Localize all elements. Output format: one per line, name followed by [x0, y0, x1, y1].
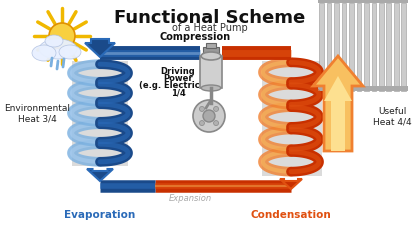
FancyArrow shape [87, 169, 113, 181]
Text: Driving: Driving [161, 67, 196, 76]
Bar [327, 4, 332, 92]
Bar [200, 57, 222, 89]
Text: Functional Scheme: Functional Scheme [114, 9, 306, 27]
Text: (e.g. Electricity): (e.g. Electricity) [139, 81, 217, 90]
Bar [364, 4, 369, 92]
Circle shape [213, 107, 218, 112]
Bar [357, 4, 362, 92]
Bar [319, 4, 324, 92]
Ellipse shape [39, 40, 77, 60]
Text: Environmental
Heat 3/4: Environmental Heat 3/4 [4, 104, 70, 123]
Text: Evaporation: Evaporation [64, 209, 136, 219]
Bar [334, 4, 339, 92]
FancyArrow shape [280, 179, 302, 189]
Ellipse shape [32, 46, 56, 62]
Text: of a Heat Pump: of a Heat Pump [172, 23, 248, 33]
Circle shape [49, 24, 75, 50]
Circle shape [199, 107, 204, 112]
Bar [379, 4, 384, 92]
Bar [72, 62, 128, 166]
Ellipse shape [201, 86, 221, 92]
Text: Compression: Compression [159, 32, 230, 42]
Circle shape [199, 121, 204, 126]
Text: Power: Power [163, 74, 193, 83]
Circle shape [193, 100, 225, 132]
FancyArrow shape [85, 40, 115, 58]
Bar [342, 4, 347, 92]
Circle shape [203, 110, 215, 122]
Bar [262, 62, 322, 176]
Bar [203, 48, 219, 54]
Bar [386, 4, 391, 92]
Ellipse shape [201, 53, 221, 61]
Circle shape [213, 121, 218, 126]
Bar [206, 44, 216, 49]
Bar [371, 4, 376, 92]
Bar [349, 4, 354, 92]
Bar [318, 87, 408, 92]
Text: Condensation: Condensation [250, 209, 332, 219]
Text: 1/4: 1/4 [171, 88, 186, 97]
Ellipse shape [59, 46, 81, 60]
Ellipse shape [45, 36, 63, 48]
Bar [394, 4, 399, 92]
FancyArrow shape [324, 77, 352, 151]
Bar [318, 0, 408, 4]
Text: Useful
Heat 4/4: Useful Heat 4/4 [374, 107, 412, 126]
FancyArrow shape [313, 57, 363, 151]
Text: Expansion: Expansion [168, 193, 212, 202]
Bar [401, 4, 406, 92]
